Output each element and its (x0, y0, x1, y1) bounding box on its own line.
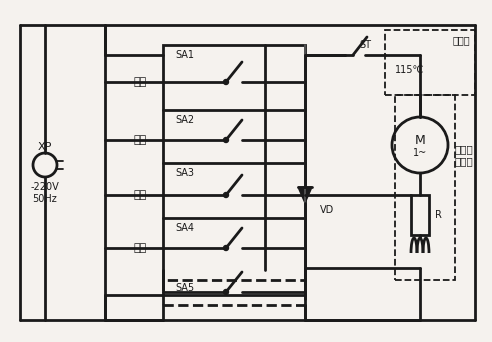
Text: M: M (415, 133, 426, 146)
Bar (163, 280, 305, 305)
Bar (411, 195, 429, 235)
Text: 高速: 高速 (133, 190, 146, 200)
Text: 温控器: 温控器 (452, 35, 470, 45)
Circle shape (223, 79, 228, 84)
Text: VD: VD (320, 205, 334, 215)
Circle shape (392, 117, 448, 173)
Text: XP: XP (38, 142, 52, 152)
Circle shape (223, 289, 228, 294)
Text: 点动: 点动 (133, 243, 146, 253)
Circle shape (223, 137, 228, 143)
Bar (385, 30, 475, 95)
Polygon shape (298, 187, 312, 203)
Text: SA2: SA2 (175, 115, 194, 125)
Text: R: R (435, 210, 442, 220)
Text: 低速: 低速 (133, 77, 146, 87)
Text: SA1: SA1 (175, 50, 194, 60)
Bar (395, 95, 455, 280)
Text: 串激式
电动机: 串激式 电动机 (454, 144, 473, 166)
Text: -220V
50Hz: -220V 50Hz (31, 182, 60, 204)
Circle shape (223, 193, 228, 197)
Text: 115℃: 115℃ (395, 65, 425, 75)
Text: 中速: 中速 (133, 135, 146, 145)
Text: SA5: SA5 (175, 283, 194, 293)
Circle shape (33, 153, 57, 177)
Text: SA3: SA3 (175, 168, 194, 178)
Bar (163, 45, 305, 295)
Circle shape (223, 246, 228, 250)
Text: SA4: SA4 (175, 223, 194, 233)
Text: ST: ST (359, 40, 371, 50)
Text: 1~: 1~ (413, 148, 427, 158)
